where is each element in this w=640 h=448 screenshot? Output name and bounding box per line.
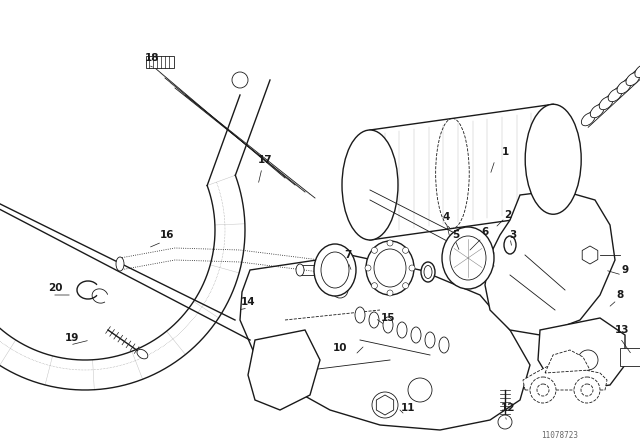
Circle shape bbox=[578, 350, 598, 370]
Circle shape bbox=[537, 384, 549, 396]
Ellipse shape bbox=[321, 252, 349, 288]
Ellipse shape bbox=[626, 73, 639, 86]
Ellipse shape bbox=[504, 236, 516, 254]
Text: 11: 11 bbox=[401, 403, 415, 413]
Circle shape bbox=[371, 247, 378, 253]
Circle shape bbox=[403, 283, 408, 289]
Text: 17: 17 bbox=[258, 155, 272, 165]
Text: 3: 3 bbox=[509, 230, 516, 240]
Text: 6: 6 bbox=[481, 227, 488, 237]
Circle shape bbox=[530, 377, 556, 403]
Ellipse shape bbox=[425, 332, 435, 348]
Circle shape bbox=[371, 283, 378, 289]
Text: 12: 12 bbox=[500, 403, 515, 413]
Text: 9: 9 bbox=[621, 265, 628, 275]
Text: 1: 1 bbox=[501, 147, 509, 157]
Text: 11078723: 11078723 bbox=[541, 431, 579, 439]
Ellipse shape bbox=[525, 104, 581, 214]
Text: 4: 4 bbox=[442, 212, 450, 222]
Text: 8: 8 bbox=[616, 290, 623, 300]
Circle shape bbox=[403, 247, 408, 253]
Text: 2: 2 bbox=[504, 210, 511, 220]
Ellipse shape bbox=[116, 257, 124, 271]
Polygon shape bbox=[545, 350, 590, 373]
Ellipse shape bbox=[581, 113, 595, 126]
Text: 7: 7 bbox=[344, 250, 352, 260]
Ellipse shape bbox=[421, 262, 435, 282]
Text: 16: 16 bbox=[160, 230, 174, 240]
Text: 13: 13 bbox=[615, 325, 629, 335]
Ellipse shape bbox=[599, 97, 613, 110]
Circle shape bbox=[332, 282, 348, 298]
Ellipse shape bbox=[342, 130, 398, 240]
Circle shape bbox=[581, 384, 593, 396]
Circle shape bbox=[408, 378, 432, 402]
Ellipse shape bbox=[608, 89, 622, 102]
Text: 10: 10 bbox=[333, 343, 348, 353]
Polygon shape bbox=[240, 255, 530, 430]
Bar bbox=[146, 56, 174, 68]
Ellipse shape bbox=[366, 241, 414, 295]
Circle shape bbox=[387, 290, 393, 296]
Text: 20: 20 bbox=[48, 283, 62, 293]
Circle shape bbox=[498, 415, 512, 429]
Ellipse shape bbox=[383, 317, 393, 333]
Text: 19: 19 bbox=[65, 333, 79, 343]
Ellipse shape bbox=[374, 249, 406, 287]
Circle shape bbox=[232, 72, 248, 88]
Circle shape bbox=[574, 377, 600, 403]
Ellipse shape bbox=[424, 266, 432, 279]
Ellipse shape bbox=[296, 264, 304, 276]
Polygon shape bbox=[523, 363, 607, 390]
Ellipse shape bbox=[314, 244, 356, 296]
Text: 5: 5 bbox=[452, 230, 460, 240]
Text: 15: 15 bbox=[381, 313, 396, 323]
Text: 14: 14 bbox=[241, 297, 255, 307]
Ellipse shape bbox=[442, 227, 494, 289]
Ellipse shape bbox=[590, 105, 604, 118]
Ellipse shape bbox=[369, 312, 379, 328]
Ellipse shape bbox=[617, 81, 630, 94]
Circle shape bbox=[409, 265, 415, 271]
Polygon shape bbox=[485, 190, 615, 335]
Ellipse shape bbox=[137, 349, 148, 359]
Polygon shape bbox=[538, 318, 625, 390]
Ellipse shape bbox=[635, 65, 640, 78]
Circle shape bbox=[365, 265, 371, 271]
Ellipse shape bbox=[355, 307, 365, 323]
Ellipse shape bbox=[411, 327, 421, 343]
Circle shape bbox=[387, 240, 393, 246]
Ellipse shape bbox=[450, 236, 486, 280]
Ellipse shape bbox=[397, 322, 407, 338]
Polygon shape bbox=[248, 330, 320, 410]
Ellipse shape bbox=[439, 337, 449, 353]
Bar bbox=[620, 348, 640, 366]
Text: 18: 18 bbox=[145, 53, 159, 63]
